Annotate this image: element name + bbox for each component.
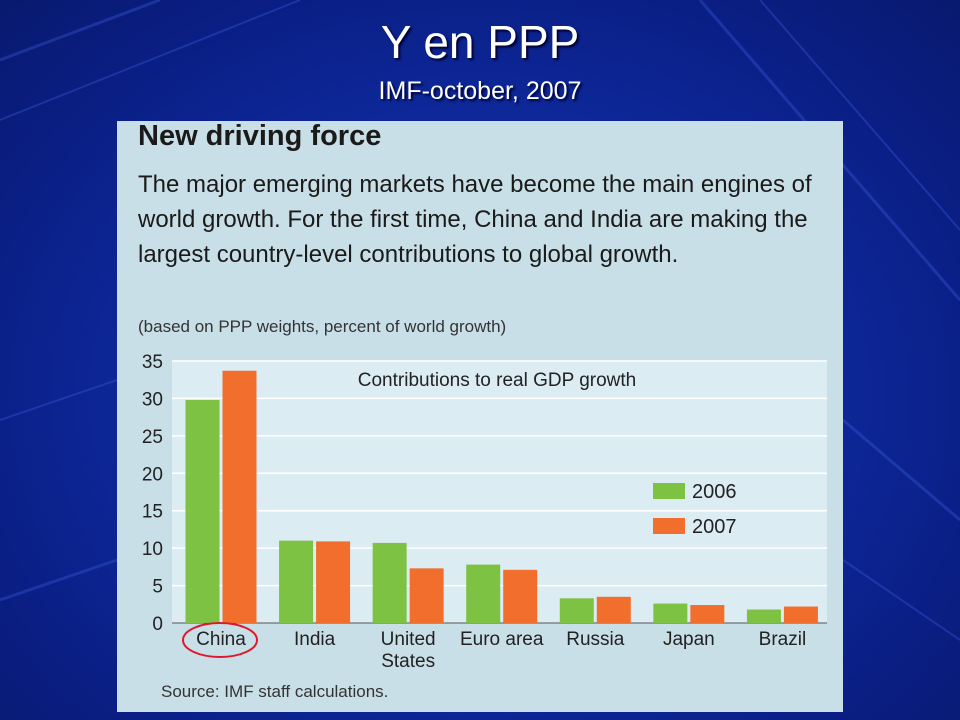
legend-swatch-2007	[653, 518, 685, 534]
x-tick-label: China	[196, 629, 246, 650]
legend-label-2007: 2007	[692, 516, 737, 538]
y-tick-label: 15	[142, 502, 163, 523]
bar-2007-japan	[690, 605, 725, 623]
bar-2007-united-states	[409, 568, 444, 623]
bar-2006-russia	[559, 598, 594, 623]
x-tick-label: Russia	[566, 629, 625, 650]
slide-subtitle: IMF-october, 2007	[378, 77, 582, 105]
figure-note: (based on PPP weights, percent of world …	[138, 317, 507, 336]
y-tick-label: 5	[152, 577, 163, 598]
y-tick-label: 30	[142, 389, 163, 410]
x-tick-label: Japan	[663, 629, 715, 650]
bar-2006-japan	[653, 603, 688, 623]
bar-2006-brazil	[746, 609, 781, 623]
y-tick-label: 35	[142, 352, 163, 373]
chart-figure: New driving force The major emerging mar…	[117, 120, 843, 712]
bar-2007-china	[222, 370, 257, 623]
bar-2007-russia	[596, 596, 631, 623]
y-tick-label: 0	[152, 614, 163, 635]
y-tick-label: 25	[142, 427, 163, 448]
x-tick-label: India	[294, 629, 336, 650]
y-tick-label: 10	[142, 539, 163, 560]
slide-title: Y en PPP	[380, 16, 580, 68]
bar-2006-china	[185, 399, 220, 623]
bar-2006-united-states	[372, 542, 407, 623]
figure-heading: New driving force	[138, 120, 382, 152]
x-tick-label: United	[381, 629, 436, 650]
x-tick-label: States	[381, 651, 435, 672]
chart-title: Contributions to real GDP growth	[358, 370, 636, 391]
x-tick-label: Brazil	[759, 629, 807, 650]
bar-2007-brazil	[783, 606, 818, 623]
legend-swatch-2006	[653, 483, 685, 499]
bar-2006-india	[279, 540, 314, 623]
x-tick-label: Euro area	[460, 629, 544, 650]
bar-2007-india	[316, 541, 351, 623]
highlight-circle	[182, 622, 258, 658]
figure-source: Source: IMF staff calculations.	[161, 682, 389, 701]
bar-2007-euro-area	[503, 569, 538, 623]
bar-2006-euro-area	[466, 564, 501, 623]
figure-description: The major emerging markets have become t…	[138, 171, 812, 268]
bar-chart: 0 5 10 15 20 25 30 35 Contributions to real GDP …	[142, 352, 827, 672]
legend-label-2006: 2006	[692, 481, 737, 503]
y-tick-label: 20	[142, 464, 163, 485]
